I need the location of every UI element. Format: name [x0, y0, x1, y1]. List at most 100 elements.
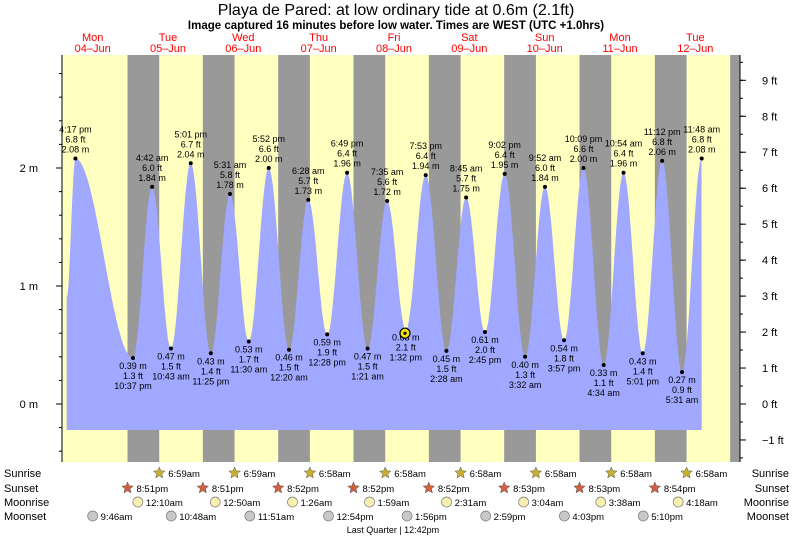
moonrise-icon — [132, 496, 144, 508]
moonset-icon — [87, 510, 99, 522]
tide-extreme-label: 0.61 m — [471, 335, 499, 345]
moonrise-time: 12:10am — [146, 498, 183, 509]
moonrise-icon — [518, 496, 529, 508]
tide-extreme-label: 1.4 ft — [201, 366, 222, 376]
right-tick-label: 3 ft — [762, 291, 777, 303]
high-tide-point — [502, 171, 507, 176]
moonrise-time: 2:31am — [455, 498, 487, 509]
tide-extreme-label: 0.45 m — [433, 354, 461, 364]
high-tide-point — [73, 156, 78, 161]
tide-extreme-label: 1.1 ft — [594, 378, 615, 388]
row-label-left-moonrise: Moonrise — [4, 497, 49, 509]
tide-extreme-label: 6.4 ft — [337, 149, 358, 159]
sunset-time: 8:51pm — [137, 484, 169, 495]
tide-extreme-label: 1.94 m — [412, 161, 440, 171]
tide-extreme-label: 0.27 m — [668, 375, 696, 385]
tide-extreme-label: 2.1 ft — [396, 343, 417, 353]
low-tide-point — [523, 354, 528, 359]
night-band — [730, 55, 740, 462]
low-tide-point — [168, 346, 173, 351]
axes: 0 m 1 m 2 m −1 ft 0 ft 1 ft 2 ft 3 ft 4 ft 5 ft 6 … — [20, 55, 784, 462]
chart-subtitle: Image captured 16 minutes before low wat… — [188, 20, 604, 32]
tide-extreme-label: 6.8 ft — [65, 135, 86, 145]
high-tide-point — [188, 161, 193, 166]
day-name-label: Mon — [82, 32, 103, 44]
tide-extreme-label: 4:17 pm — [59, 125, 92, 135]
right-tick-label: 5 ft — [762, 219, 777, 231]
tide-area — [66, 158, 702, 430]
low-tide-point — [365, 346, 370, 351]
sunset-time: 8:53pm — [589, 484, 621, 495]
tide-extreme-label: 6.0 ft — [142, 163, 163, 173]
moonset-time: 12:54pm — [336, 512, 373, 523]
tide-extreme-label: 2.08 m — [62, 145, 90, 155]
high-tide-point — [423, 173, 428, 178]
tide-extreme-label: 5.6 ft — [377, 177, 398, 187]
sunset-icon — [648, 481, 662, 494]
tide-extreme-label: 9:52 am — [529, 153, 562, 163]
tide-extreme-label: 6.0 ft — [535, 163, 556, 173]
tide-extreme-label: 1.7 ft — [239, 354, 260, 364]
moonset-icon — [165, 510, 177, 522]
tide-extreme-label: 11:12 pm — [644, 127, 681, 137]
sunrise-time: 6:59am — [244, 469, 276, 480]
sunrise-icon — [303, 466, 317, 479]
tide-extreme-label: 12:20 am — [270, 373, 308, 383]
tide-extreme-label: 0.53 m — [235, 344, 263, 354]
sunrise-time: 6:59am — [168, 469, 200, 480]
tide-extreme-label: 12:28 pm — [308, 357, 346, 367]
day-name-label: Wed — [232, 32, 254, 44]
moonset-time: 9:46am — [101, 512, 133, 523]
tide-extreme-label: 2.00 m — [570, 154, 598, 164]
high-tide-point — [345, 170, 350, 175]
moonrise-time: 1:59am — [378, 498, 410, 509]
moonrise-time: 3:04am — [532, 498, 564, 509]
row-label-left-sunrise: Sunrise — [4, 468, 41, 480]
moonset-time: 5:10pm — [651, 512, 683, 523]
tide-extreme-label: 2.0 ft — [475, 345, 496, 355]
low-tide-point — [601, 363, 606, 368]
high-tide-point — [306, 197, 311, 202]
low-tide-point — [287, 347, 292, 352]
high-tide-point — [660, 158, 665, 163]
row-label-right-sunrise: Sunrise — [752, 468, 789, 480]
high-tide-point — [542, 184, 547, 189]
tide-extreme-label: 2.00 m — [255, 154, 283, 164]
tide-extreme-label: 1.84 m — [138, 173, 166, 183]
moonrise-icon — [209, 496, 221, 508]
tide-extreme-label: 6.4 ft — [614, 149, 635, 159]
tide-extreme-label: 1.95 m — [491, 160, 519, 170]
moonset-icon — [559, 510, 570, 522]
tide-extreme-label: 2.08 m — [688, 145, 716, 155]
tide-extreme-label: 1.9 ft — [317, 347, 338, 357]
tide-extreme-label: 0.59 m — [313, 337, 341, 347]
day-name-label: Sun — [535, 32, 555, 44]
tide-extreme-label: 11:48 am — [683, 125, 720, 135]
tide-extreme-label: 6.6 ft — [574, 144, 595, 154]
tide-extreme-label: 0.47 m — [157, 352, 185, 362]
sun-moon-rows: Sunrise Sunrise Sunset Sunset Moonrise Moonri… — [4, 466, 789, 523]
current-tide-center — [403, 331, 407, 335]
moonset-time: 4:03pm — [572, 512, 604, 523]
moonset-time: 1:56pm — [415, 512, 447, 523]
tide-extreme-label: 10:43 am — [152, 372, 190, 382]
tide-extreme-label: 0.9 ft — [672, 385, 693, 395]
tide-extreme-label: 6:49 pm — [331, 139, 364, 149]
sunrise-icon — [604, 466, 618, 479]
moonset-icon — [244, 510, 256, 522]
chart-title: Playa de Pared: at low ordinary tide at … — [218, 2, 575, 19]
moonrise-icon — [595, 496, 607, 508]
tide-extreme-label: 1.78 m — [216, 180, 244, 190]
tide-extreme-label: 5:31 am — [214, 160, 247, 170]
tide-extreme-label: 1:32 pm — [390, 353, 423, 363]
tide-extreme-label: 5:01 pm — [174, 129, 207, 139]
high-tide-point — [150, 184, 155, 189]
day-date-label: 05–Jun — [150, 43, 186, 55]
left-tick-label: 0 m — [20, 399, 38, 411]
tide-extreme-label: 1.5 ft — [161, 362, 182, 372]
high-tide-point — [581, 166, 586, 170]
sunset-time: 8:54pm — [664, 484, 696, 495]
sunrise-time: 6:58am — [319, 469, 351, 480]
